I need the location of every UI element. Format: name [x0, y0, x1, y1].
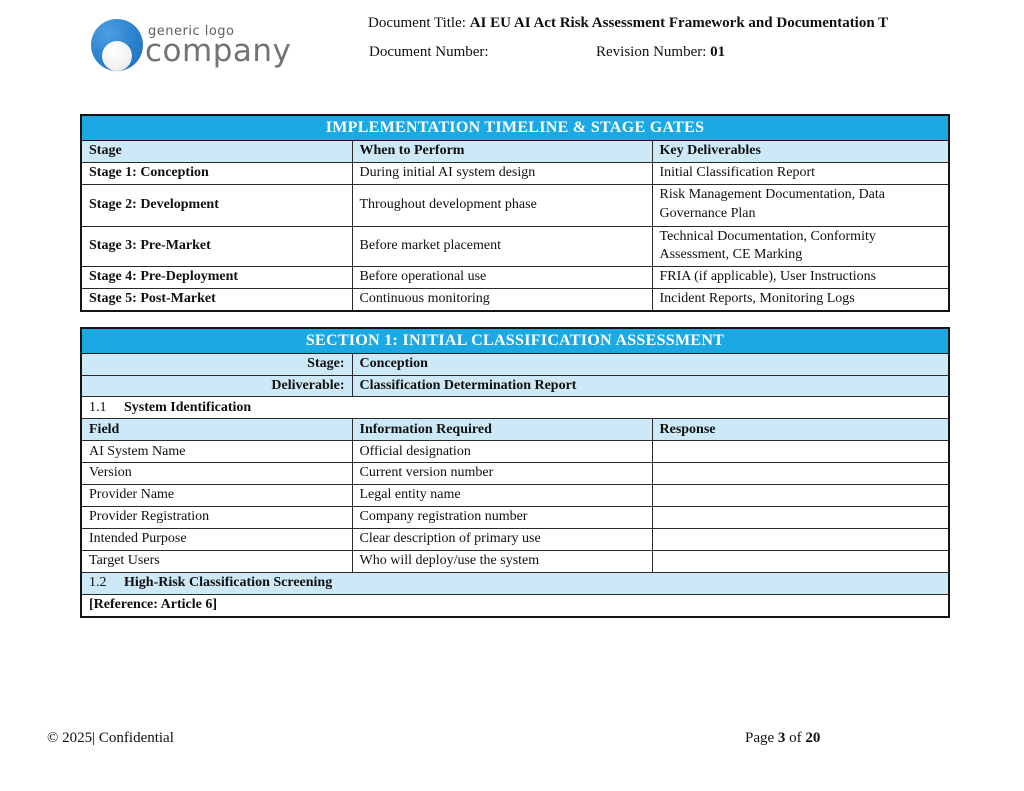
- response-cell: [651, 550, 950, 574]
- stage-cell: Stage 1: Conception: [80, 161, 353, 185]
- subsection-row: 1.1 System Identification: [80, 396, 950, 420]
- document-title-label: Document Title:: [368, 15, 466, 31]
- response-cell: [651, 440, 950, 464]
- subsection-title: System Identification: [124, 399, 252, 415]
- deliverable-label: Deliverable:: [80, 374, 353, 398]
- when-cell: Before operational use: [351, 266, 653, 290]
- column-header-deliverables: Key Deliverables: [651, 139, 950, 163]
- deliverables-cell: Technical Documentation, Conformity Asse…: [651, 225, 950, 268]
- logo-company-name: company: [145, 33, 292, 69]
- subsection-row: 1.2 High-Risk Classification Screening: [80, 572, 950, 596]
- table-row: Target Users Who will deploy/use the sys…: [80, 550, 950, 574]
- stage-row: Stage: Conception: [80, 352, 950, 376]
- reference-row: [Reference: Article 6]: [80, 594, 950, 618]
- when-cell: During initial AI system design: [351, 161, 653, 185]
- stage-cell: Stage 4: Pre-Deployment: [80, 266, 353, 290]
- footer-page-number: Page 3 of 20: [745, 730, 821, 746]
- column-header-response: Response: [651, 418, 950, 442]
- when-cell: Before market placement: [351, 225, 653, 268]
- document-title-line: Document Title: AI EU AI Act Risk Assess…: [368, 15, 898, 32]
- document-title-value: AI EU AI Act Risk Assessment Framework a…: [469, 15, 889, 31]
- stage-cell: Stage 2: Development: [80, 183, 353, 227]
- info-cell: Current version number: [351, 462, 653, 486]
- deliverable-row: Deliverable: Classification Determinatio…: [80, 374, 950, 398]
- table-row: Stage 3: Pre-Market Before market placem…: [80, 225, 950, 268]
- subsection-title: High-Risk Classification Screening: [124, 575, 333, 591]
- field-cell: Intended Purpose: [80, 528, 353, 552]
- field-cell: Provider Name: [80, 484, 353, 508]
- timeline-table: IMPLEMENTATION TIMELINE & STAGE GATES St…: [80, 114, 950, 313]
- revision-number-label: Revision Number:: [596, 44, 707, 60]
- column-header-when: When to Perform: [351, 139, 653, 163]
- subsection-number: 1.2: [89, 575, 107, 591]
- stage-value: Conception: [351, 352, 950, 376]
- info-cell: Clear description of primary use: [351, 528, 653, 552]
- response-cell: [651, 528, 950, 552]
- response-cell: [651, 462, 950, 486]
- timeline-table-title: IMPLEMENTATION TIMELINE & STAGE GATES: [80, 114, 950, 141]
- logo-inner-circle-icon: [102, 41, 132, 71]
- table-row: Intended Purpose Clear description of pr…: [80, 528, 950, 552]
- field-cell: Version: [80, 462, 353, 486]
- stage-cell: Stage 3: Pre-Market: [80, 225, 353, 268]
- response-cell: [651, 506, 950, 530]
- info-cell: Who will deploy/use the system: [351, 550, 653, 574]
- field-cell: Provider Registration: [80, 506, 353, 530]
- deliverable-value: Classification Determination Report: [351, 374, 950, 398]
- logo-tagline: generic logo: [148, 24, 235, 39]
- revision-number-line: Revision Number: 01: [596, 44, 725, 61]
- column-header-field: Field: [80, 418, 353, 442]
- reference-text: [Reference: Article 6]: [80, 594, 950, 618]
- table-row: Stage 1: Conception During initial AI sy…: [80, 161, 950, 185]
- section1-table: SECTION 1: INITIAL CLASSIFICATION ASSESS…: [80, 327, 950, 619]
- stage-label: Stage:: [80, 352, 353, 376]
- column-header-stage: Stage: [80, 139, 353, 163]
- deliverables-cell: Initial Classification Report: [651, 161, 950, 185]
- document-number-label: Document Number:: [369, 44, 489, 60]
- stage-cell: Stage 5: Post-Market: [80, 288, 353, 312]
- deliverables-cell: FRIA (if applicable), User Instructions: [651, 266, 950, 290]
- field-cell: AI System Name: [80, 440, 353, 464]
- when-cell: Continuous monitoring: [351, 288, 653, 312]
- table-row: Provider Name Legal entity name: [80, 484, 950, 508]
- when-cell: Throughout development phase: [351, 183, 653, 227]
- field-cell: Target Users: [80, 550, 353, 574]
- section1-table-title: SECTION 1: INITIAL CLASSIFICATION ASSESS…: [80, 327, 950, 354]
- deliverables-cell: Risk Management Documentation, Data Gove…: [651, 183, 950, 227]
- table-row: Stage 5: Post-Market Continuous monitori…: [80, 288, 950, 312]
- subsection-number: 1.1: [89, 399, 107, 415]
- footer-copyright: © 2025| Confidential: [47, 730, 174, 746]
- info-cell: Company registration number: [351, 506, 653, 530]
- column-header-info: Information Required: [351, 418, 653, 442]
- info-cell: Official designation: [351, 440, 653, 464]
- response-cell: [651, 484, 950, 508]
- table-row: Stage 4: Pre-Deployment Before operation…: [80, 266, 950, 290]
- table-row: Stage 2: Development Throughout developm…: [80, 183, 950, 227]
- table-row: AI System Name Official designation: [80, 440, 950, 464]
- table-row: Provider Registration Company registrati…: [80, 506, 950, 530]
- info-cell: Legal entity name: [351, 484, 653, 508]
- deliverables-cell: Incident Reports, Monitoring Logs: [651, 288, 950, 312]
- revision-number-value: 01: [710, 44, 726, 60]
- table-row: Version Current version number: [80, 462, 950, 486]
